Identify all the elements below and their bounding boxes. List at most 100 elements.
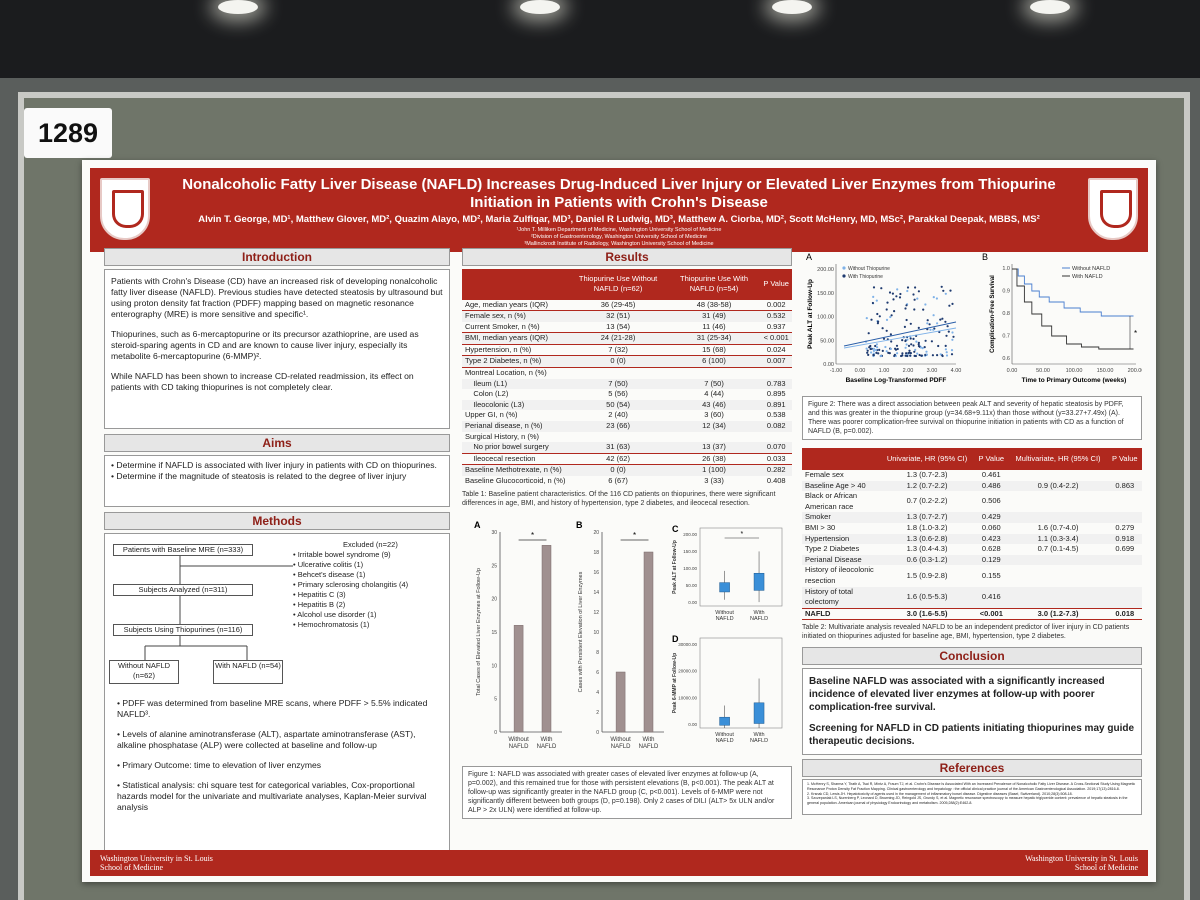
results-heading: Results — [462, 248, 792, 266]
hazard-cell: 0.7 (0.2-2.2) — [906, 496, 948, 506]
y-tick-label: 200.00 — [817, 267, 834, 273]
scatter-point — [941, 354, 944, 358]
scatter-point — [936, 354, 939, 357]
scatter-point — [947, 330, 950, 333]
excluded-text: Hepatitis B (2) — [297, 600, 346, 609]
y-tick-label: 0.7 — [1002, 334, 1010, 340]
hazard-cell: 0.863 — [1107, 480, 1142, 492]
scatter-point — [910, 343, 913, 346]
results-cell: 0.033 — [760, 452, 792, 466]
results-cell: 0.070 — [760, 442, 792, 454]
hazard-cell: 0.416 — [974, 586, 1009, 609]
scatter-point — [944, 320, 947, 323]
hazard-cell — [1107, 586, 1142, 609]
excluded-title: Excluded (n=22) — [343, 540, 398, 549]
scatter-point — [888, 291, 892, 294]
results-cell: Colon (L2) — [465, 389, 509, 399]
y-axis-label: Total Cases of Elevated Liver Enzymes at… — [476, 568, 482, 696]
hazard-cell: Baseline Age > 40 — [802, 480, 880, 492]
x-tick-label: 50.00 — [1036, 368, 1050, 374]
y-tick-label: 30000.00 — [678, 642, 697, 647]
results-cell: Hypertension, n (%) — [462, 343, 569, 357]
y-tick-label: 50.00 — [820, 338, 834, 344]
results-row: Perianal disease, n (%) 23 (66) 12 (34) 0.0… — [462, 421, 792, 432]
aims-heading: Aims — [104, 434, 450, 452]
results-cell: 6 (67) — [608, 476, 628, 485]
scatter-point — [905, 304, 908, 307]
x-tick-label: NAFLD — [537, 744, 557, 750]
hazard-cell: History of total colectomy — [802, 586, 880, 609]
methods-text: Levels of alanine aminotransferase (ALT)… — [117, 729, 416, 750]
hazard-cell — [1108, 491, 1142, 512]
hazard-cell: 3.0 (1.2-7.3) — [1008, 607, 1108, 621]
hazard-header-row: Univariate, HR (95% CI) P Value Multivar… — [802, 448, 1142, 470]
scatter-point — [868, 346, 871, 349]
scatter-point — [944, 348, 947, 351]
scatter-point — [949, 289, 952, 292]
scatter-point — [928, 323, 931, 326]
results-row: Colon (L2) 5 (56) 4 (44) 0.895 — [462, 389, 792, 400]
hazard-cell: 1.3 (0.7-2.7) — [880, 512, 975, 523]
scatter-point — [875, 299, 878, 302]
y-tick-label: 4 — [596, 690, 599, 696]
hazard-cell: 1.6 (0.5-5.3) — [880, 586, 975, 609]
x-tick-label: NAFLD — [716, 616, 734, 622]
methods-body: Patients with Baseline MRE (n=333) Subje… — [104, 533, 450, 855]
flow-analyzed: Subjects Analyzed (n=311) — [113, 584, 253, 596]
box — [753, 702, 765, 724]
scatter-point — [932, 314, 935, 317]
x-tick-label: 2.00 — [903, 368, 914, 374]
significance-star: * — [633, 531, 636, 540]
introduction-body: Patients with Crohn's Disease (CD) have … — [104, 269, 450, 429]
hazard-cell — [1009, 491, 1108, 512]
results-cell: 7 (32) — [568, 343, 668, 357]
hazard-cell: Perianal Disease — [802, 554, 880, 566]
scatter-point — [924, 303, 927, 306]
hazard-cell: 1.3 (0.4-4.3) — [906, 544, 948, 554]
scatter-point — [876, 346, 879, 349]
x-tick-label: Without — [715, 610, 734, 616]
results-cell — [668, 432, 761, 443]
scatter-point — [878, 348, 881, 351]
ceiling-light — [218, 0, 258, 14]
results-table: Thiopurine Use Without NAFLD (n=62) Thio… — [462, 269, 792, 487]
y-tick-label: 0.00 — [688, 722, 697, 727]
legend-label: With NAFLD — [1072, 274, 1103, 280]
results-row: Montreal Location, n (%) — [462, 368, 792, 379]
panel-label: B — [982, 252, 988, 262]
scatter-point — [889, 333, 892, 336]
scatter-point — [895, 295, 898, 298]
results-row: Type 2 Diabetes, n (%) 0 (0) 6 (100) 0.007 — [462, 355, 792, 369]
hazard-row: History of total colectomy 1.6 (0.5-5.3) 0… — [802, 586, 1142, 609]
y-axis-label: Peak ALT at Follow-Up — [672, 540, 678, 594]
results-cell: Ileum (L1) — [462, 378, 569, 390]
scatter-point — [950, 353, 954, 356]
x-tick-label: With — [754, 610, 765, 616]
intro-paragraph: Patients with Crohn's Disease (CD) have … — [111, 276, 443, 319]
methods-text: PDFF was determined from baseline MRE sc… — [117, 698, 428, 719]
y-tick-label: 2 — [596, 710, 599, 716]
scatter-point — [876, 312, 879, 316]
scatter-point — [905, 318, 908, 322]
scatter-point — [869, 347, 872, 351]
results-cell — [760, 368, 792, 379]
scatter-point — [872, 347, 876, 350]
scatter-point — [942, 289, 945, 292]
results-cell: Current Smoker, n (%) — [465, 321, 540, 331]
x-tick-label: Without — [715, 732, 734, 738]
results-cell: 48 (38-58) — [667, 298, 761, 312]
hazard-cell: 0.6 (0.3-1.2) — [880, 554, 975, 566]
legend-marker — [842, 266, 846, 270]
results-header: Thiopurine Use Without NAFLD (n=62) — [568, 269, 668, 299]
logo-text: School of Medicine — [1074, 863, 1138, 872]
results-cell: 3 (33) — [704, 476, 724, 485]
scatter-point — [951, 331, 954, 334]
results-cell: < 0.001 — [760, 332, 792, 345]
x-tick-label: With — [541, 737, 553, 743]
results-cell: 31 (49) — [667, 310, 761, 322]
hazard-row: BMI > 30 1.8 (1.0-3.2) 0.060 1.6 (0.7-4.0) 0… — [802, 523, 1142, 534]
hazard-cell: 1.5 (0.9-2.8) — [906, 570, 948, 580]
scatter-point — [917, 343, 920, 346]
results-table-body: Age, median years (IQR) 36 (29-45) 48 (38-… — [462, 298, 792, 487]
scatter-point — [914, 286, 917, 289]
